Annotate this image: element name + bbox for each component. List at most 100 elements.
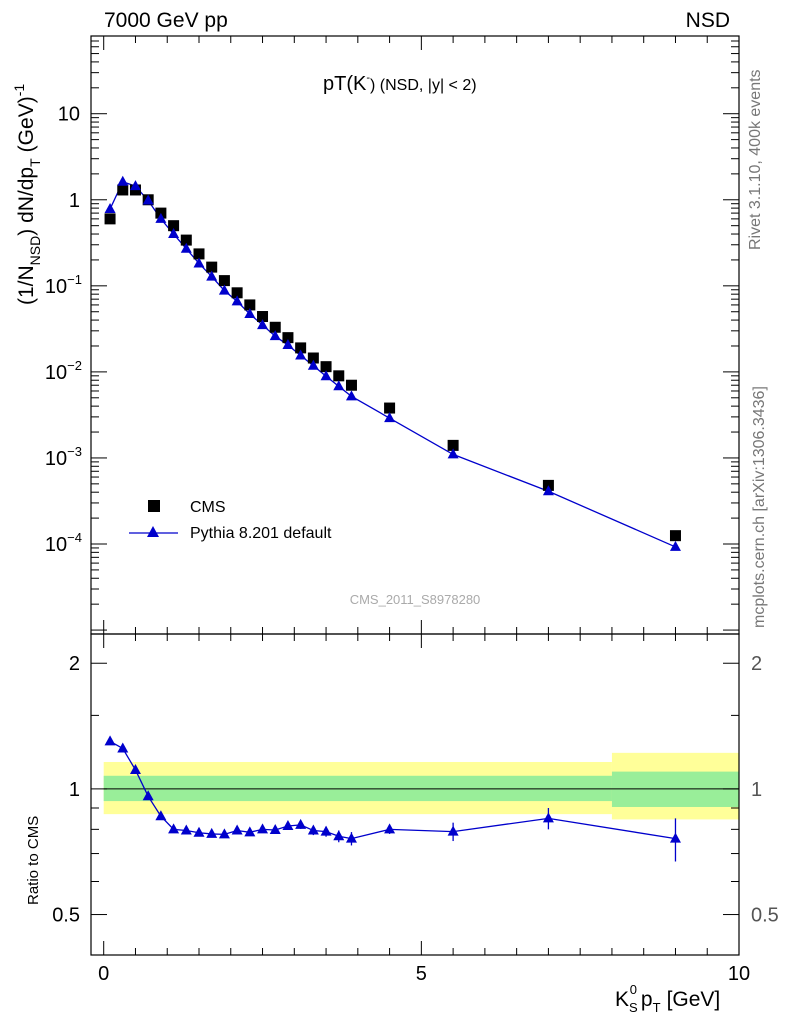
pythia-point-20 — [384, 412, 396, 423]
ratio-y-tick-label-right: 0.5 — [751, 905, 779, 927]
plot-title-rest: ) (NSD, |y| < 2) — [370, 77, 477, 94]
ratio-point-17 — [320, 825, 332, 836]
pythia-point-21 — [447, 448, 459, 459]
cms-point-8 — [206, 261, 218, 273]
pythia-point-12 — [257, 319, 269, 330]
pythia-point-0 — [104, 203, 116, 214]
cms-point-17 — [320, 361, 332, 373]
series-lines — [109, 180, 676, 548]
ratio-point-7 — [193, 826, 205, 837]
x-axis-label-p: p — [641, 988, 653, 1011]
y-tick-label: 10−2 — [45, 358, 82, 384]
pythia-point-3 — [142, 194, 154, 205]
ratio-point-2 — [129, 763, 141, 774]
pythia-point-4 — [155, 212, 167, 223]
cms-point-23 — [669, 530, 681, 542]
plot-title-sup: - — [366, 72, 370, 84]
y-tick-label: 10−3 — [45, 444, 82, 470]
cms-point-1 — [117, 184, 129, 196]
ratio-point-0 — [104, 735, 116, 746]
pythia-point-14 — [282, 339, 294, 350]
cms-point-6 — [180, 234, 192, 246]
ratio-markers — [104, 735, 681, 862]
ratio-y-tick-label-left: 1 — [69, 779, 80, 801]
ratio-point-22 — [542, 812, 554, 823]
pythia-point-23 — [669, 540, 681, 551]
ratio-point-21 — [447, 825, 459, 836]
ratio-point-4 — [155, 810, 167, 821]
cms-point-14 — [282, 332, 294, 344]
pythia-point-7 — [193, 257, 205, 268]
ratio-point-11 — [244, 826, 256, 837]
main-plot-frame — [90, 35, 740, 635]
rivet-version-label: Rivet 3.1.10, 400k events — [747, 69, 764, 250]
data-markers — [104, 175, 681, 551]
ratio-point-1 — [117, 742, 129, 753]
x-axis-label-sub: S — [629, 1000, 638, 1015]
ratio-point-3 — [142, 790, 154, 801]
pythia-series-line — [109, 180, 676, 548]
pythia-point-17 — [320, 370, 332, 381]
ratio-point-12 — [257, 823, 269, 834]
ratio-point-19 — [345, 832, 357, 843]
y-tick-mantissa: 10 — [45, 448, 67, 470]
ratio-y-tick-label-left: 0.5 — [52, 905, 80, 927]
x-tick-label: 5 — [416, 963, 427, 985]
y-axis-label: (1/NNSD) dN/dpT (GeV)-1 — [11, 84, 43, 305]
plot-title: pT(K-) (NSD, |y| < 2) — [323, 72, 477, 95]
ratio-point-23 — [669, 832, 681, 843]
header-left-label: 7000 GeV pp — [104, 9, 228, 32]
x-tick-label: 10 — [728, 963, 750, 985]
y-axis-label-b: ) dN/dp — [15, 167, 38, 236]
y-tick-mantissa: 10 — [45, 362, 67, 384]
pythia-point-19 — [345, 390, 357, 401]
pythia-point-1 — [117, 175, 129, 186]
ratio-plot-frame — [90, 633, 740, 956]
cms-point-9 — [218, 275, 230, 287]
x-axis-label-rest: [GeV] — [667, 988, 721, 1011]
x-axis-label-sup: 0 — [630, 982, 637, 997]
pythia-point-2 — [129, 180, 141, 191]
cms-point-7 — [193, 248, 205, 260]
y-axis-label-a: (1/N — [15, 265, 38, 305]
x-axis-label-k: K — [615, 988, 629, 1011]
cms-point-15 — [295, 342, 307, 354]
ratio-point-18 — [333, 830, 345, 841]
y-tick-label: 10−4 — [45, 530, 82, 556]
pythia-point-16 — [307, 359, 319, 370]
pythia-point-8 — [206, 270, 218, 281]
cms-point-11 — [244, 299, 256, 311]
y-tick-label: 1 — [69, 190, 80, 212]
ratio-y-tick-label-left: 2 — [69, 653, 80, 675]
y-tick-mantissa: 10 — [45, 534, 67, 556]
ratio-point-9 — [218, 828, 230, 839]
ratio-point-16 — [307, 824, 319, 835]
x-axis-label-psub: T — [653, 1000, 661, 1015]
pythia-point-18 — [333, 380, 345, 391]
pythia-point-10 — [231, 295, 243, 306]
y-tick-exponent: −2 — [67, 358, 82, 373]
y-axis-label-sub2: T — [27, 158, 43, 167]
ratio-point-14 — [282, 819, 294, 830]
cms-point-20 — [384, 402, 396, 414]
mcplots-label: mcplots.cern.ch [arXiv:1306.3436] — [751, 386, 768, 628]
cms-point-13 — [269, 321, 281, 333]
cms-point-10 — [231, 287, 243, 299]
y-tick-label: 10 — [58, 104, 80, 126]
ratio-point-5 — [168, 823, 180, 834]
legend: CMS Pythia 8.201 default — [129, 499, 332, 542]
legend-pythia-marker — [147, 526, 159, 537]
x-axis-label: KS 0 pT [GeV] — [615, 982, 720, 1015]
ratio-point-15 — [295, 818, 307, 829]
cms-point-21 — [447, 439, 459, 451]
cms-point-0 — [104, 213, 116, 225]
y-tick-label: 10−1 — [45, 272, 82, 298]
pythia-point-13 — [269, 330, 281, 341]
pythia-point-15 — [295, 349, 307, 360]
ratio-point-6 — [180, 824, 192, 835]
ratio-point-10 — [231, 824, 243, 835]
legend-cms-marker — [148, 500, 160, 512]
legend-pythia-label: Pythia 8.201 default — [190, 525, 332, 542]
analysis-id-label: CMS_2011_S8978280 — [350, 592, 481, 607]
